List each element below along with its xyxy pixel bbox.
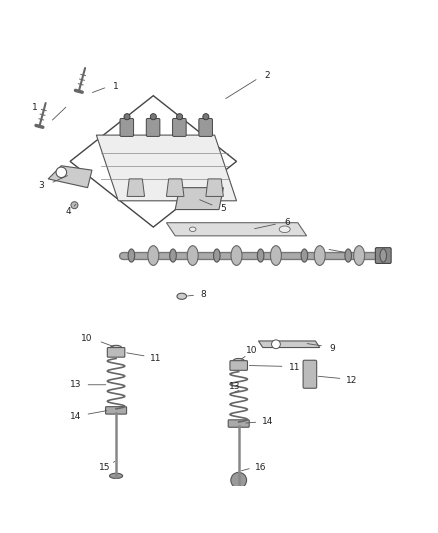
- Polygon shape: [96, 135, 237, 201]
- Text: 15: 15: [99, 464, 110, 472]
- Ellipse shape: [233, 359, 244, 363]
- Circle shape: [150, 114, 156, 120]
- Text: 6: 6: [284, 218, 290, 227]
- Polygon shape: [166, 179, 184, 197]
- Circle shape: [124, 114, 130, 120]
- Polygon shape: [258, 341, 320, 348]
- Text: 12: 12: [346, 376, 357, 385]
- FancyBboxPatch shape: [228, 420, 249, 427]
- FancyBboxPatch shape: [120, 118, 134, 136]
- Ellipse shape: [380, 249, 387, 262]
- FancyBboxPatch shape: [303, 360, 317, 388]
- Ellipse shape: [345, 249, 352, 262]
- FancyBboxPatch shape: [375, 248, 391, 263]
- Ellipse shape: [187, 246, 198, 265]
- Text: 7: 7: [356, 251, 362, 260]
- Ellipse shape: [301, 249, 307, 262]
- FancyBboxPatch shape: [199, 118, 212, 136]
- Polygon shape: [175, 188, 223, 209]
- Ellipse shape: [110, 345, 121, 350]
- Text: 16: 16: [255, 464, 266, 472]
- Ellipse shape: [279, 226, 290, 232]
- FancyBboxPatch shape: [230, 361, 247, 370]
- Text: 3: 3: [39, 181, 45, 190]
- Text: 10: 10: [81, 334, 92, 343]
- Ellipse shape: [257, 249, 264, 262]
- FancyBboxPatch shape: [106, 407, 127, 414]
- FancyBboxPatch shape: [107, 348, 125, 357]
- Text: 11: 11: [150, 354, 161, 363]
- Ellipse shape: [270, 246, 281, 265]
- Polygon shape: [206, 179, 223, 197]
- Text: 5: 5: [220, 204, 226, 213]
- Polygon shape: [166, 223, 307, 236]
- Text: 9: 9: [329, 344, 335, 353]
- Ellipse shape: [189, 227, 196, 231]
- Ellipse shape: [110, 473, 123, 479]
- Polygon shape: [48, 166, 92, 188]
- Text: 13: 13: [229, 383, 240, 391]
- Text: 14: 14: [70, 412, 81, 421]
- Text: 1: 1: [32, 103, 38, 112]
- Text: 10: 10: [246, 346, 258, 355]
- FancyBboxPatch shape: [173, 118, 186, 136]
- Text: 14: 14: [261, 417, 273, 426]
- Text: 11: 11: [289, 363, 300, 372]
- Circle shape: [231, 472, 247, 488]
- Text: 2: 2: [265, 71, 270, 80]
- Ellipse shape: [353, 246, 364, 265]
- Text: 13: 13: [70, 380, 81, 389]
- Ellipse shape: [177, 293, 187, 300]
- Text: 8: 8: [200, 290, 206, 300]
- FancyBboxPatch shape: [146, 118, 160, 136]
- Circle shape: [71, 201, 78, 209]
- Circle shape: [177, 114, 183, 120]
- Circle shape: [203, 114, 209, 120]
- Text: 4: 4: [65, 207, 71, 216]
- Ellipse shape: [314, 246, 325, 265]
- Ellipse shape: [231, 246, 242, 265]
- Polygon shape: [127, 179, 145, 197]
- Ellipse shape: [214, 249, 220, 262]
- Text: 1: 1: [113, 82, 119, 91]
- Ellipse shape: [148, 246, 159, 265]
- Ellipse shape: [128, 249, 135, 262]
- Ellipse shape: [170, 249, 176, 262]
- Circle shape: [56, 167, 67, 177]
- Circle shape: [272, 340, 280, 349]
